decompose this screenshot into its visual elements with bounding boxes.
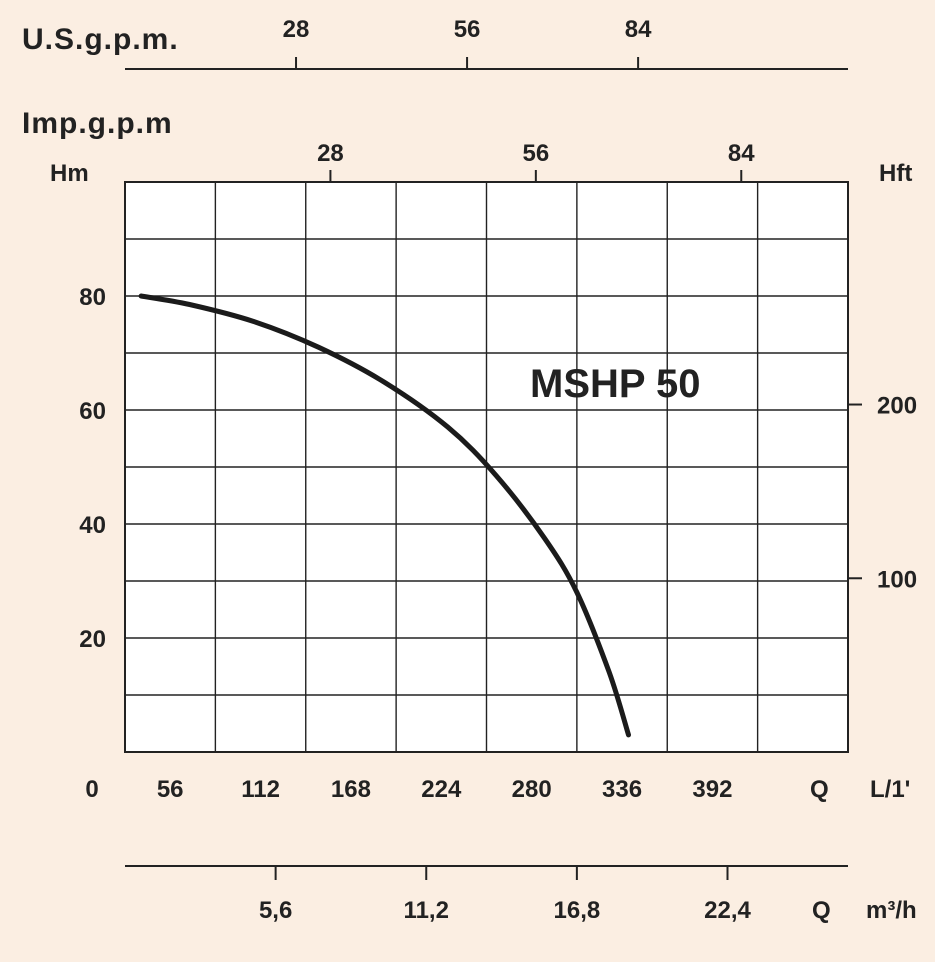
imp-gpm-tick-label: 28	[317, 140, 344, 167]
q-label-lmin: Q	[810, 776, 829, 803]
lmin-tick-label: 168	[331, 776, 371, 803]
hm-tick-labels: 20 40 60 80	[79, 284, 106, 653]
hft-tick-label: 100	[877, 566, 917, 593]
m3h-tick-label: 5,6	[259, 897, 292, 924]
lmin-tick-label: 112	[241, 776, 280, 803]
us-gpm-label: U.S.g.p.m.	[22, 23, 179, 56]
us-gpm-tick-label: 28	[283, 16, 310, 43]
lmin-tick-label: 280	[512, 776, 552, 803]
lmin-tick-label: 392	[692, 776, 732, 803]
us-gpm-ticks: 28 56 84	[283, 16, 652, 69]
series-label-mshp-50: MSHP 50	[530, 362, 700, 406]
us-gpm-tick-label: 84	[625, 16, 652, 43]
m3h-ticks: 5,6 11,2 16,8 22,4	[259, 866, 752, 924]
m3h-tick-label: 16,8	[554, 897, 601, 924]
us-gpm-tick-label: 56	[454, 16, 481, 43]
hft-unit-label: Hft	[879, 160, 912, 187]
imp-gpm-ticks: 28 56 84	[317, 140, 755, 182]
hm-unit-label: Hm	[50, 160, 89, 187]
hft-ticks: 100 200	[848, 393, 917, 593]
hm-tick-label: 40	[79, 512, 106, 539]
hft-tick-label: 200	[877, 393, 917, 420]
q-label-m3h: Q	[812, 897, 831, 924]
m3h-unit-label: m³/h	[866, 897, 917, 924]
hm-tick-label: 80	[79, 284, 106, 311]
lmin-unit-label: L/1'	[870, 776, 910, 803]
lmin-tick-label: 224	[421, 776, 462, 803]
lmin-tick-label: 0	[85, 776, 98, 803]
hm-tick-label: 60	[79, 398, 106, 425]
lmin-tick-label: 56	[157, 776, 184, 803]
imp-gpm-tick-label: 84	[728, 140, 755, 167]
lmin-tick-labels: 0 56 112 168 224 280 336 392	[85, 776, 732, 803]
m3h-tick-label: 11,2	[404, 897, 449, 924]
m3h-tick-label: 22,4	[704, 897, 751, 924]
lmin-tick-label: 336	[602, 776, 642, 803]
series-line-mshp-50	[138, 293, 631, 738]
imp-gpm-tick-label: 56	[522, 140, 549, 167]
hm-tick-label: 20	[79, 626, 106, 653]
imp-gpm-label: Imp.g.p.m	[22, 107, 173, 140]
